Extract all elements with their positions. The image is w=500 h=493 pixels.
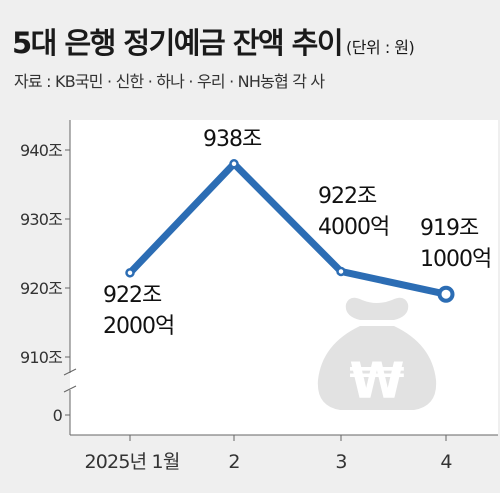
x-tick-label: 2025년 1월	[84, 451, 179, 473]
data-label: 2000억	[103, 314, 174, 339]
x-axis: 2025년 1월 2 3 4	[70, 434, 498, 473]
data-point	[336, 266, 346, 277]
data-point	[437, 285, 455, 303]
series-line	[126, 160, 450, 298]
series-line-group	[125, 159, 455, 303]
money-bag-won-icon: ₩	[317, 297, 437, 410]
axis-break-mark	[63, 385, 77, 393]
y-tick-label: 930조	[20, 210, 62, 229]
y-tick-label: 910조	[20, 348, 62, 367]
svg-text:₩: ₩	[349, 352, 404, 410]
axis-break-mark	[63, 368, 77, 376]
source-note: 자료 : KB국민 · 신한 · 하나 · 우리 · NH농협 각 사	[14, 72, 325, 91]
data-labels: 922조 2000억 938조 922조 4000억 919조 1000억	[103, 127, 492, 339]
unit-label: (단위 : 원)	[346, 38, 415, 57]
data-point	[229, 159, 239, 169]
data-label: 922조	[103, 283, 162, 308]
title-text: 5대 은행 정기예금 잔액 추이	[12, 26, 344, 60]
data-label: 938조	[203, 127, 262, 152]
y-axis: 940조 930조 920조 910조 0	[20, 120, 77, 435]
y-tick-label: 0	[53, 406, 63, 425]
y-tick-label: 940조	[20, 141, 62, 160]
data-point	[125, 268, 135, 278]
x-tick-label: 4	[440, 451, 452, 473]
data-label: 4000억	[318, 215, 389, 240]
chart-title: 5대 은행 정기예금 잔액 추이 (단위 : 원)	[12, 20, 415, 62]
x-tick-label: 3	[335, 451, 346, 473]
data-label: 919조	[420, 216, 479, 241]
data-label: 1000억	[420, 247, 491, 272]
x-tick-label: 2	[228, 451, 239, 473]
data-label: 922조	[318, 184, 377, 209]
y-tick-label: 920조	[20, 279, 62, 298]
